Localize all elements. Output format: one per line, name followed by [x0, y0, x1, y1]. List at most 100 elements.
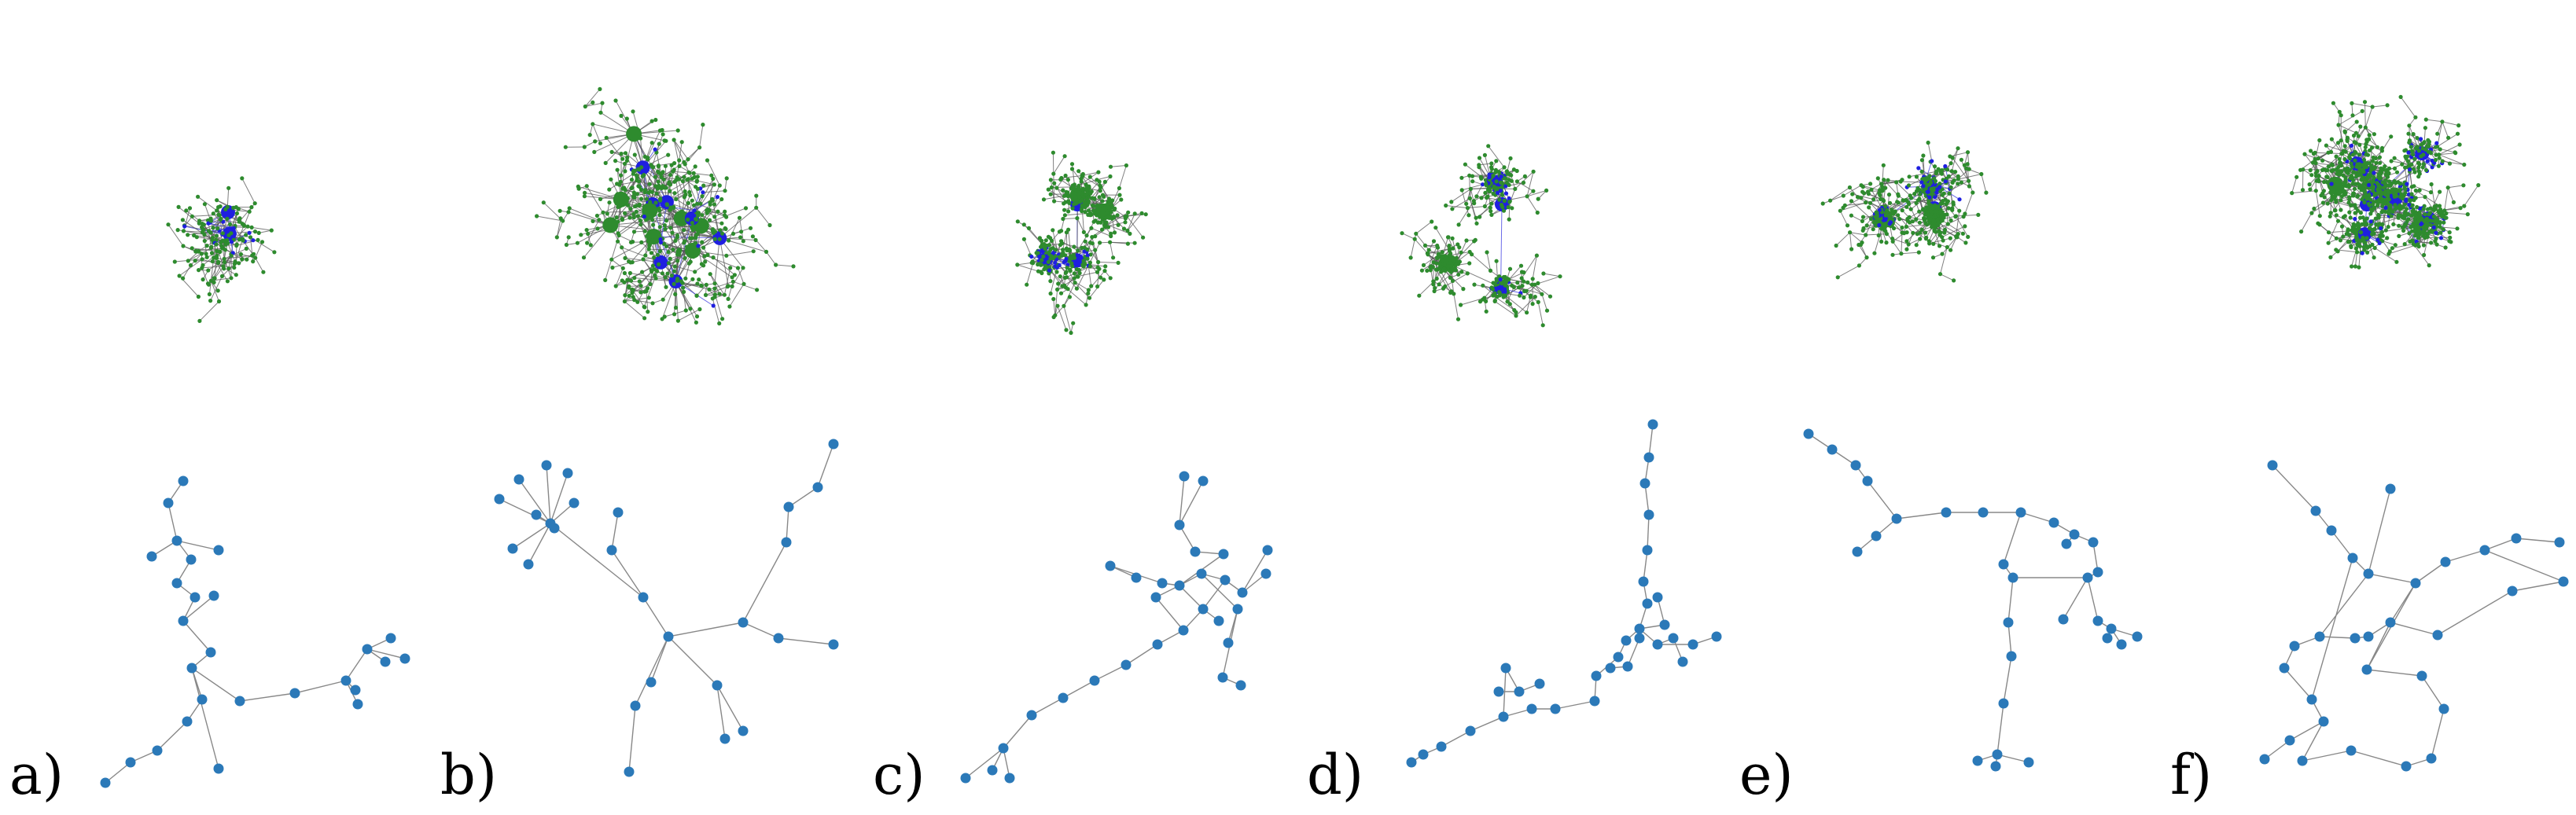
network-node [1459, 250, 1463, 255]
network-node [1960, 231, 1965, 236]
network-node [1882, 178, 1886, 182]
network-node [1872, 251, 1877, 255]
network-node [216, 299, 222, 304]
network-edge [646, 291, 649, 313]
network-node [1080, 174, 1085, 178]
network-node [1062, 303, 1066, 308]
network-edge [729, 283, 745, 307]
network-node [1431, 260, 1436, 265]
network-edge [605, 137, 624, 160]
top-network-c [1015, 150, 1148, 336]
network-node [166, 222, 171, 227]
network-node [1115, 213, 1120, 218]
network-node [1507, 302, 1512, 307]
network-edge [1110, 165, 1127, 167]
network-node [620, 218, 625, 222]
network-node [1508, 156, 1513, 161]
network-node [219, 216, 223, 221]
network-node [252, 251, 256, 256]
network-edge [196, 237, 224, 241]
network-edge [1118, 165, 1127, 189]
network-edge [1908, 171, 1938, 178]
network-node [1432, 288, 1437, 294]
network-node [700, 213, 705, 218]
network-node [1132, 240, 1137, 245]
network-edge [1074, 282, 1090, 299]
network-edge [1532, 255, 1537, 280]
network-edge [1951, 148, 1959, 172]
network-node [1105, 215, 1110, 220]
network-node [1883, 185, 1888, 190]
network-node [1066, 209, 1071, 214]
network-edge [1941, 203, 1952, 221]
network-node [1132, 211, 1137, 216]
network-node [1904, 230, 1909, 235]
network-node [631, 171, 636, 176]
network-edge [2330, 241, 2349, 258]
network-node [631, 215, 636, 220]
network-node [643, 188, 648, 193]
network-node [1505, 171, 1510, 176]
network-edge [2368, 138, 2383, 152]
network-node [1021, 222, 1026, 227]
network-node [210, 259, 215, 264]
network-node [687, 189, 692, 195]
network-node [675, 128, 680, 133]
network-node [1938, 209, 1943, 214]
network-node [699, 262, 705, 266]
network-node [680, 178, 686, 184]
network-node [591, 122, 595, 127]
network-node [1095, 284, 1100, 289]
network-node [1984, 190, 1989, 195]
network-node [1955, 235, 1960, 240]
network-node [1934, 171, 1938, 176]
network-node [675, 278, 679, 283]
network-node [1907, 215, 1912, 219]
network-node [1945, 244, 1949, 250]
network-node [684, 244, 690, 249]
network-node [1879, 239, 1884, 244]
network-node [1881, 163, 1886, 167]
highlighted-node [1927, 195, 1932, 200]
network-node [603, 160, 608, 165]
network-edge [2412, 244, 2430, 266]
network-node [1063, 270, 1068, 275]
network-node [1119, 197, 1124, 202]
network-node [1070, 197, 1076, 202]
network-node [631, 240, 635, 244]
network-edge [699, 124, 704, 149]
network-node [1106, 200, 1110, 204]
network-node [670, 230, 675, 235]
network-node [1080, 209, 1084, 214]
network-node [201, 277, 205, 282]
network-node [1488, 205, 1492, 210]
network-node [661, 177, 666, 182]
network-node [597, 218, 602, 222]
network-node [1098, 220, 1103, 225]
network-node [1061, 216, 1065, 222]
network-node [256, 230, 261, 235]
network-node [698, 201, 703, 206]
network-node [1081, 260, 1086, 265]
network-node [638, 222, 643, 227]
network-edge [197, 196, 218, 211]
network-edge [1874, 228, 1882, 254]
network-node [1899, 251, 1904, 256]
highlighted-node [1085, 253, 1090, 258]
network-node [1450, 278, 1455, 283]
network-edge [587, 219, 600, 244]
network-edge [2344, 121, 2357, 133]
network-node [631, 168, 636, 174]
network-node [1056, 281, 1061, 286]
network-node [196, 294, 201, 299]
network-node [1868, 216, 1874, 222]
network-node [1486, 144, 1491, 149]
network-node [646, 296, 651, 300]
network-edge [1126, 215, 1144, 238]
network-node [668, 256, 672, 261]
network-edge [2444, 187, 2449, 211]
network-node [650, 218, 655, 222]
network-node [1450, 207, 1455, 211]
network-node [1048, 291, 1053, 296]
